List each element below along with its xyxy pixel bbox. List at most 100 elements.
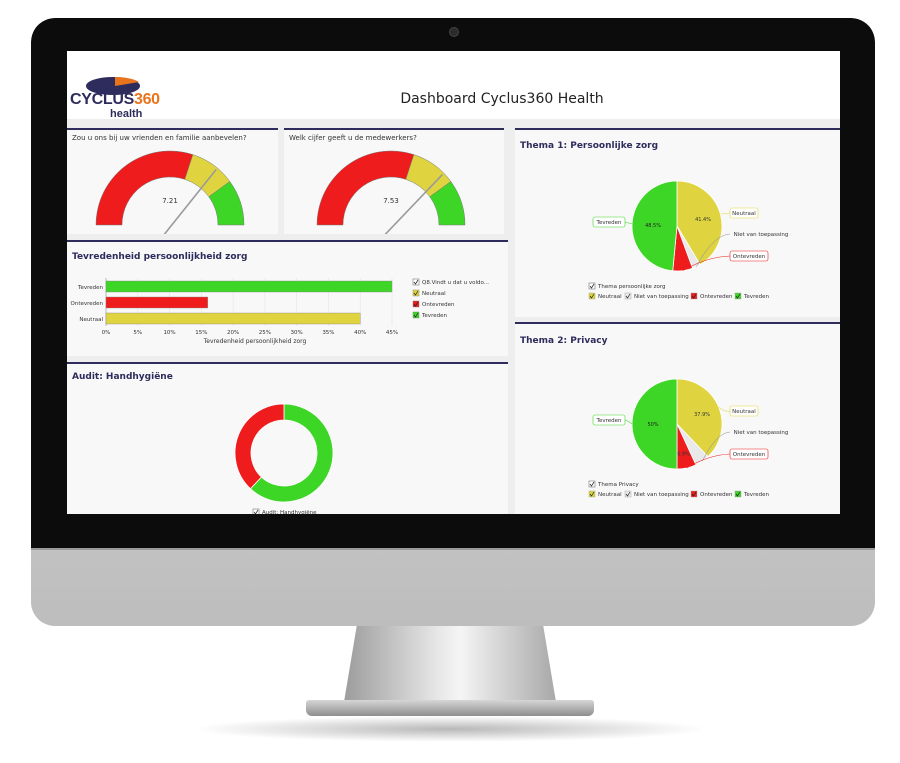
check-icon	[589, 481, 595, 487]
legend-swatch[interactable]	[412, 311, 420, 319]
legend-checkbox[interactable]	[588, 480, 596, 488]
pie-slice	[676, 378, 723, 458]
legend-swatch[interactable]	[690, 292, 698, 300]
check-icon	[413, 290, 419, 296]
logo-ellipse-icon	[86, 77, 140, 95]
callout-label: Niet van toepassing	[734, 232, 789, 238]
pie-legend-item: Ontevreden	[700, 294, 733, 300]
legend-swatch[interactable]	[734, 490, 742, 498]
gauge-value-label: 7.21	[162, 197, 178, 205]
callout-line	[720, 212, 731, 215]
callout-label: Tevreden	[596, 418, 622, 424]
callout-line	[718, 407, 731, 412]
cyclus360-logo[interactable]: CYCLUS360 health	[70, 74, 165, 120]
pie-slice-label: 41.4%	[695, 217, 711, 223]
check-icon	[413, 279, 419, 285]
dashboard-screen: CYCLUS360 health Dashboard Cyclus360 Hea…	[67, 51, 840, 514]
pie-slice-label: 6.9%	[677, 451, 690, 457]
check-icon	[413, 301, 419, 307]
check-icon	[625, 293, 631, 299]
legend-swatch[interactable]	[588, 490, 596, 498]
bar-tick-label: 35%	[322, 330, 334, 336]
pie-legend-item: Neutraal	[598, 492, 622, 498]
theme1-pie-chart: 41.4% 48.5% Tevreden Neutraal Niet van toepa…	[588, 180, 789, 300]
check-icon	[625, 491, 631, 497]
pie-legend-title: Thema Privacy	[597, 482, 639, 488]
callout-label: Ontevreden	[733, 452, 766, 458]
check-icon	[691, 293, 697, 299]
donut-panel: Audit: Handhygiëne Audit: Handhygiëne	[67, 362, 508, 514]
gauge-chart-recommend: 7.21	[95, 150, 245, 234]
check-icon	[413, 312, 419, 318]
pie-slice-label: 37.9%	[694, 412, 710, 418]
bar-category-label: Tevreden	[77, 285, 103, 291]
logo-wordmark: CYCLUS360	[70, 91, 160, 108]
pie-legend-item: Niet van toepassing	[634, 294, 689, 300]
gauge-band-green	[208, 181, 245, 226]
donut-legend-title: Audit: Handhygiëne	[262, 510, 317, 514]
gauge-question: Welk cijfer geeft u de medewerkers?	[289, 134, 417, 142]
pie-slice	[676, 180, 723, 266]
bar-tick-label: 45%	[386, 330, 398, 336]
pie-legend-item: Tevreden	[743, 492, 769, 498]
callout-label: Tevreden	[596, 220, 622, 226]
bar-legend-item: Tevreden	[421, 313, 447, 319]
check-icon	[589, 283, 595, 289]
bar-category-label: Neutraal	[79, 317, 103, 323]
bar-tick-label: 10%	[163, 330, 175, 336]
gauge-panel-recommend: Zou u ons bij uw vrienden en familie aan…	[67, 128, 278, 234]
legend-swatch[interactable]	[588, 292, 596, 300]
gauge-band-green	[429, 181, 466, 226]
pie-slice-label: 50%	[647, 422, 658, 428]
gauge-panel-medewerkers: Welk cijfer geeft u de medewerkers? 7.53	[284, 128, 504, 234]
bar-tick-label: 20%	[227, 330, 239, 336]
bar-tick-label: 0%	[102, 330, 111, 336]
pie-legend-item: Niet van toepassing	[634, 492, 689, 498]
bar-legend-item: Ontevreden	[422, 302, 455, 308]
callout-box	[729, 405, 759, 417]
check-icon	[253, 509, 259, 514]
bar-tick-label: 15%	[195, 330, 207, 336]
gauge-needle	[384, 174, 443, 234]
bar-chart: 0% 5% 10% 15% 20% 25% 30% 35% 40% 45% Tevreden Onte…	[71, 278, 489, 345]
legend-swatch[interactable]	[624, 292, 632, 300]
gauge-question: Zou u ons bij uw vrienden en familie aan…	[72, 134, 247, 142]
page-title: Dashboard Cyclus360 Health	[400, 91, 604, 107]
monitor-stand-foot	[306, 700, 594, 716]
callout-box	[592, 414, 626, 426]
gauge-band-red	[95, 150, 194, 226]
legend-swatch[interactable]	[624, 490, 632, 498]
legend-checkbox[interactable]	[412, 278, 420, 286]
bar-tick-label: 40%	[354, 330, 366, 336]
theme1-title: Thema 1: Persoonlijke zorg	[520, 141, 659, 151]
callout-line	[682, 255, 731, 271]
bar-tevreden	[105, 280, 393, 293]
legend-swatch[interactable]	[412, 300, 420, 308]
donut-segment	[234, 403, 285, 490]
donut-segment	[249, 403, 334, 503]
callout-label: Neutraal	[732, 211, 756, 217]
check-icon	[589, 293, 595, 299]
callout-box	[729, 207, 759, 219]
callout-line	[624, 419, 633, 425]
legend-swatch[interactable]	[690, 490, 698, 498]
pie-slice-label: 48.5%	[645, 223, 661, 229]
theme1-panel: Thema 1: Persoonlijke zorg 41.4% 48.5% Tev…	[515, 128, 840, 317]
donut-panel-title: Audit: Handhygiëne	[72, 372, 173, 382]
callout-box	[729, 448, 769, 460]
callout-label: Ontevreden	[733, 254, 766, 260]
check-icon	[589, 491, 595, 497]
callout-label: Niet van toepassing	[734, 430, 789, 436]
pie-slice	[631, 180, 678, 272]
gauge-needle	[163, 169, 217, 234]
legend-checkbox[interactable]	[588, 282, 596, 290]
legend-swatch[interactable]	[412, 289, 420, 297]
callout-box	[592, 216, 626, 228]
callout-line	[696, 233, 731, 267]
monitor-shadow	[190, 716, 710, 742]
legend-checkbox[interactable]	[252, 508, 260, 514]
legend-swatch[interactable]	[734, 292, 742, 300]
pie-legend-item: Neutraal	[598, 294, 622, 300]
bar-legend-title: Q8.Vindt u dat u voldo...	[422, 280, 489, 286]
monitor-chin	[31, 548, 875, 550]
